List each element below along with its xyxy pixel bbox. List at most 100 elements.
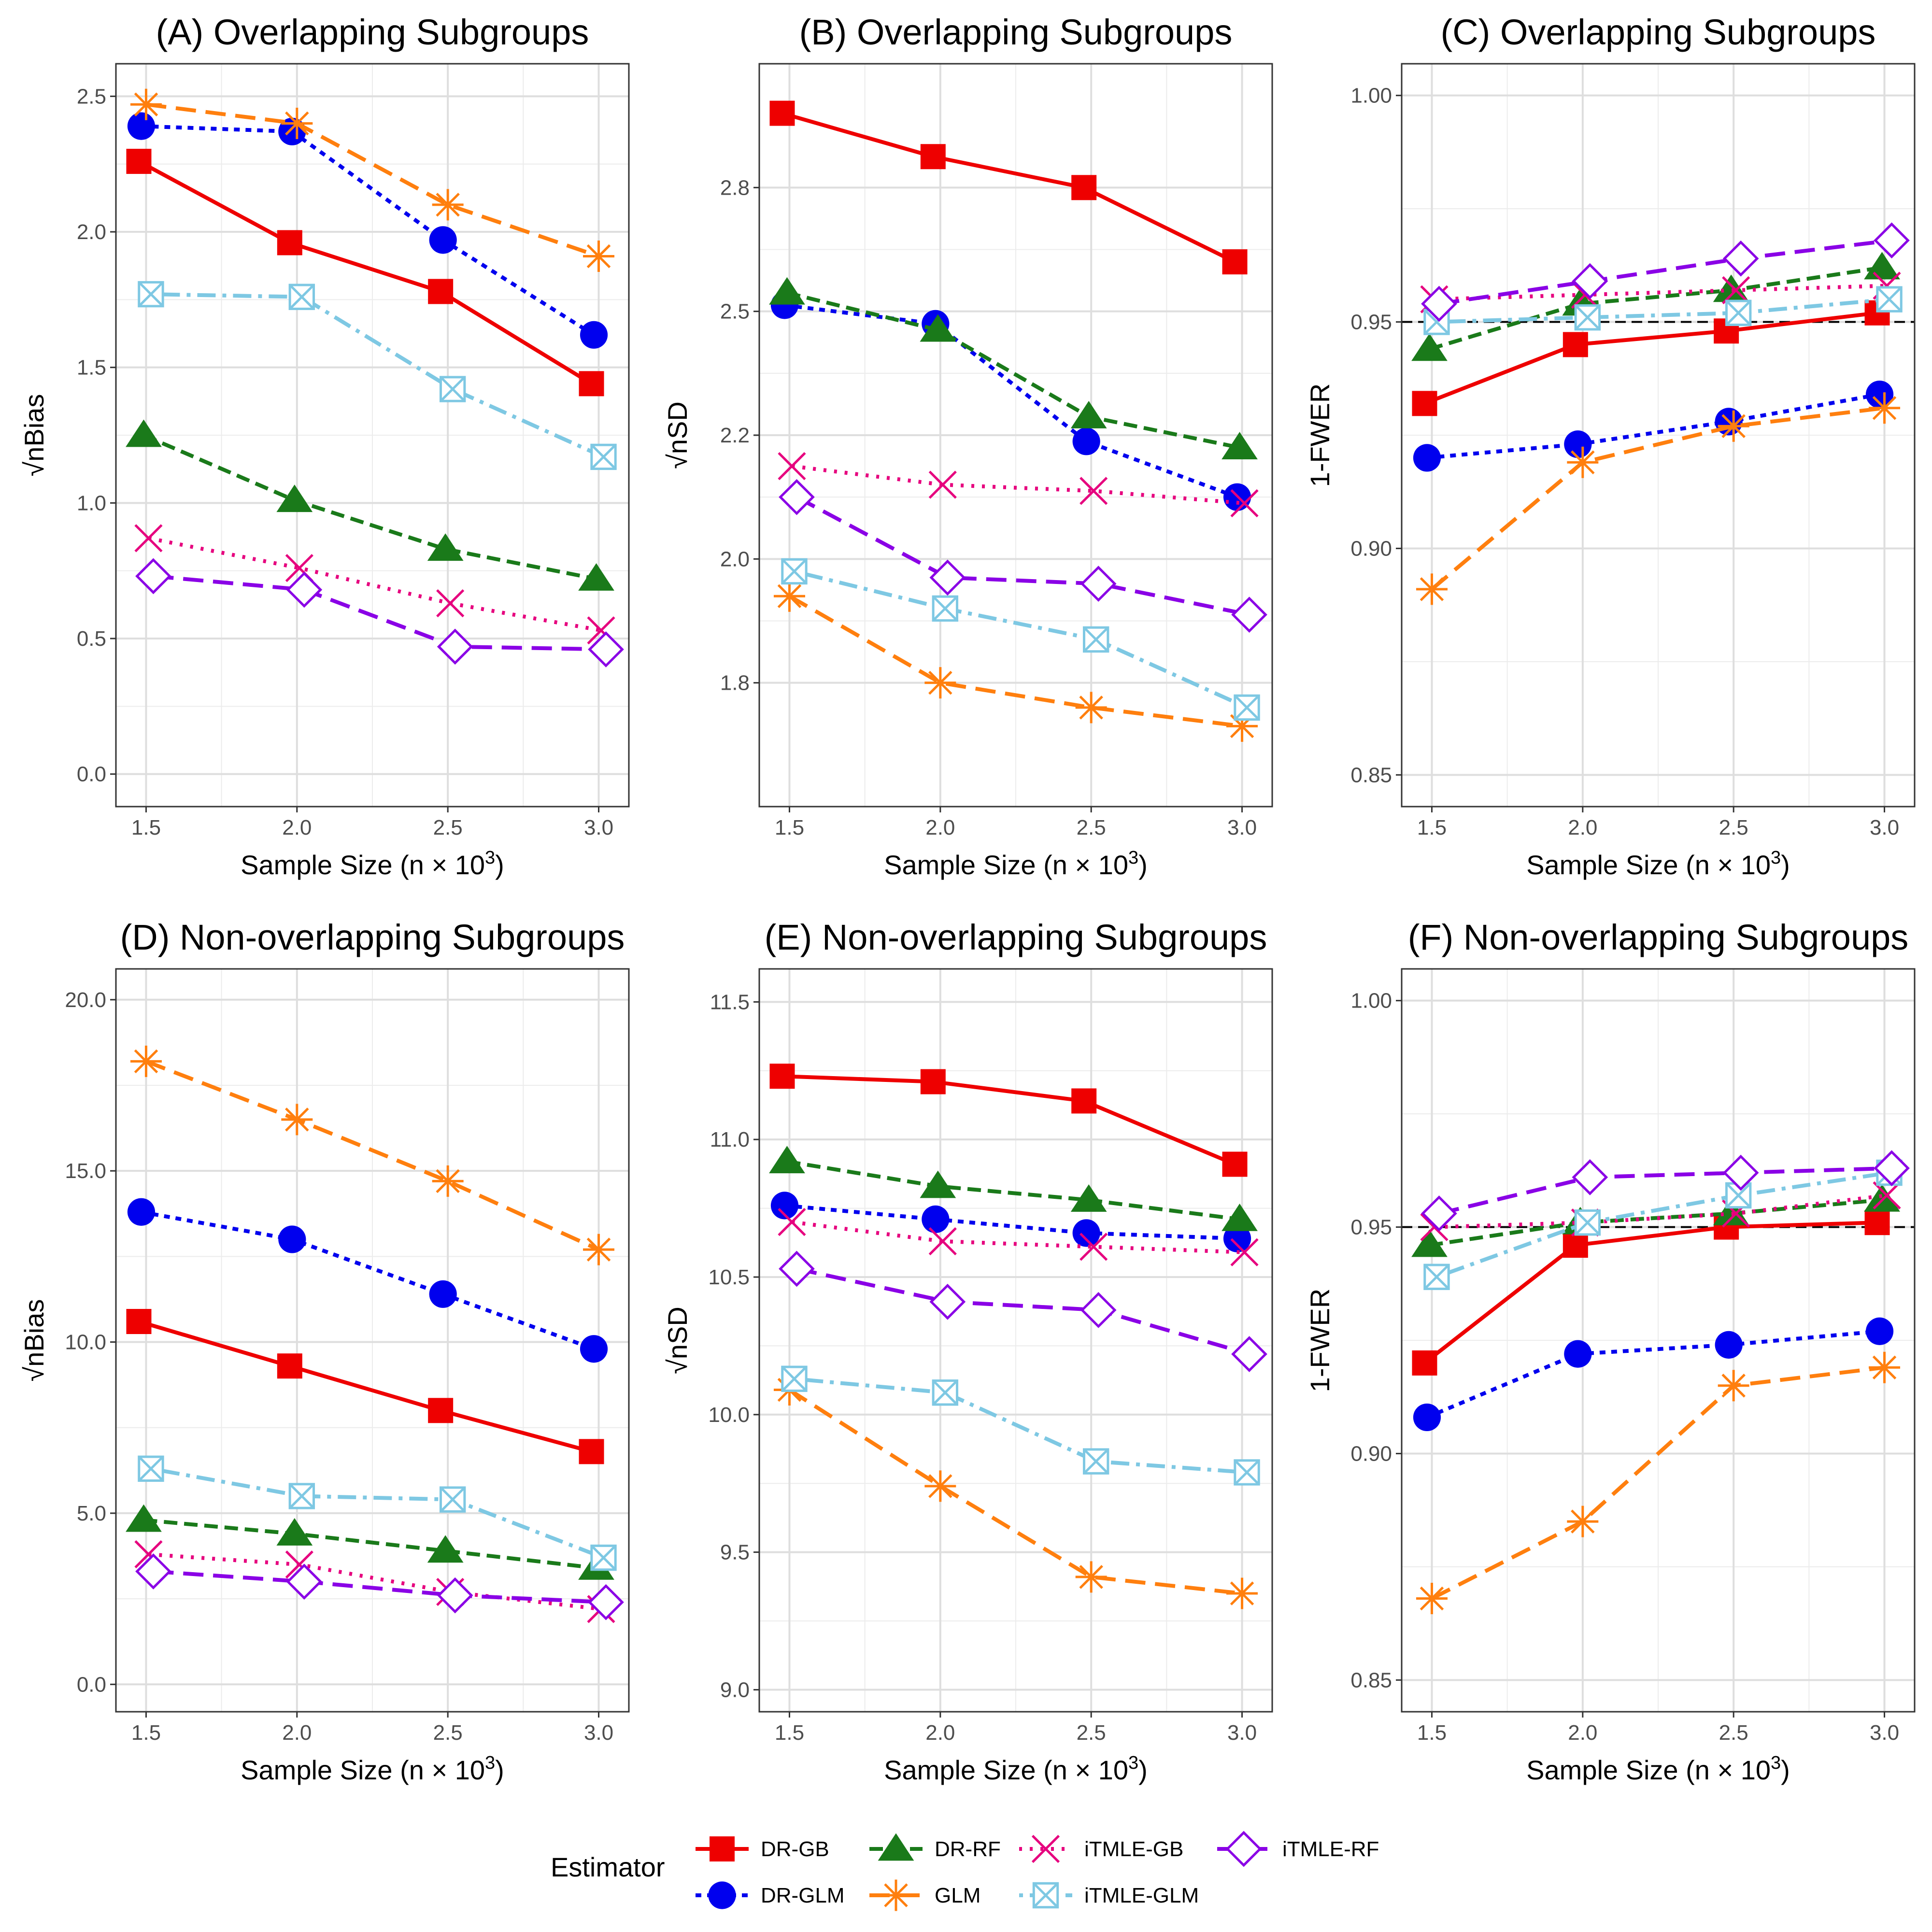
series-dr-rf bbox=[769, 277, 1258, 460]
x-tick-label: 1.5 bbox=[131, 816, 161, 839]
legend-key-marker bbox=[710, 1836, 735, 1861]
data-point bbox=[288, 1483, 315, 1509]
data-point bbox=[1231, 1336, 1267, 1372]
y-tick-label: 10.0 bbox=[65, 1331, 106, 1354]
x-tick-label: 1.5 bbox=[1417, 1721, 1447, 1745]
data-point bbox=[1413, 1403, 1441, 1432]
series-line bbox=[145, 1059, 600, 1251]
data-point bbox=[588, 631, 624, 668]
data-point bbox=[138, 281, 164, 308]
series-line bbox=[138, 159, 593, 385]
data-point bbox=[286, 571, 323, 608]
x-tick-label: 2.5 bbox=[1077, 816, 1106, 839]
data-point bbox=[1071, 1088, 1097, 1114]
data-point bbox=[436, 589, 465, 618]
panel-d: 1.5 2.0 2.5 3.0 0.0 5.0 10.0 15.0 20.0 (D) Non-ov… bbox=[19, 917, 630, 1785]
panel-c: 1.5 2.0 2.5 3.0 0.85 0.90 0.95 1.00 (C) Overlapp… bbox=[1305, 12, 1916, 880]
x-tick-label: 1.5 bbox=[131, 1721, 161, 1745]
data-point bbox=[134, 524, 163, 553]
data-point bbox=[429, 1280, 457, 1308]
series-line bbox=[150, 1466, 604, 1560]
data-point bbox=[439, 376, 466, 402]
y-tick-label: 2.0 bbox=[77, 220, 106, 244]
data-point bbox=[427, 533, 464, 561]
x-tick-label: 3.0 bbox=[1870, 816, 1899, 839]
series-line bbox=[153, 1569, 606, 1605]
y-tick-label: 2.2 bbox=[720, 424, 750, 447]
data-point bbox=[427, 1535, 464, 1563]
data-point bbox=[920, 144, 946, 170]
data-point bbox=[1864, 1210, 1890, 1236]
legend-item-dr-rf: DR-RF bbox=[869, 1833, 1001, 1861]
y-tick-label: 0.85 bbox=[1350, 1668, 1392, 1692]
series-line bbox=[151, 292, 605, 459]
data-point bbox=[278, 1225, 306, 1253]
data-point bbox=[1574, 1209, 1601, 1236]
series-line bbox=[1429, 1198, 1882, 1248]
grid-lines bbox=[116, 969, 629, 1712]
data-point bbox=[1722, 240, 1759, 277]
panel-border bbox=[1401, 968, 1916, 1713]
data-point bbox=[924, 667, 956, 699]
series-dr-glm bbox=[770, 1192, 1251, 1252]
legend-key-marker bbox=[1032, 1882, 1059, 1909]
legend-item-itmle-rf: iTMLE-RF bbox=[1217, 1831, 1379, 1867]
data-point bbox=[281, 107, 313, 139]
data-point bbox=[769, 1146, 805, 1174]
series-line bbox=[138, 1320, 592, 1454]
data-point bbox=[286, 1563, 323, 1600]
x-tick-label: 2.5 bbox=[433, 1721, 463, 1745]
series-line bbox=[143, 1518, 597, 1570]
series-line bbox=[791, 464, 1245, 505]
data-point bbox=[1223, 1224, 1251, 1252]
series-itmle-rf bbox=[779, 1250, 1267, 1372]
data-point bbox=[579, 1439, 604, 1464]
series-line bbox=[1426, 1329, 1880, 1420]
data-point bbox=[1222, 249, 1248, 275]
panel-border bbox=[1401, 63, 1916, 808]
series-line bbox=[153, 574, 606, 652]
y-tick-label: 0.95 bbox=[1350, 1216, 1392, 1239]
series-line bbox=[148, 1552, 601, 1611]
data-point bbox=[1869, 392, 1901, 424]
data-point bbox=[138, 1455, 164, 1482]
series-itmle-glm bbox=[138, 281, 617, 470]
x-tick-label: 2.0 bbox=[282, 816, 312, 839]
legend: Estimator DR-GB DR-GLM DR-RF GLM iTMLE-GB iTML… bbox=[551, 1831, 1379, 1911]
series-glm bbox=[130, 1045, 615, 1265]
panel-border bbox=[758, 63, 1273, 808]
y-tick-label: 11.5 bbox=[710, 990, 750, 1014]
series-dr-rf bbox=[126, 419, 614, 591]
data-point bbox=[580, 1335, 608, 1363]
series-line bbox=[1431, 1365, 1885, 1601]
series-line bbox=[1436, 297, 1889, 324]
data-point bbox=[127, 112, 156, 140]
panel-title: (A) Overlapping Subgroups bbox=[156, 12, 589, 52]
data-point bbox=[1718, 1370, 1749, 1402]
data-point bbox=[1874, 1150, 1910, 1186]
data-point bbox=[1564, 430, 1592, 458]
data-point bbox=[135, 558, 171, 595]
legend-key-marker bbox=[1225, 1831, 1262, 1867]
y-tick-label: 2.0 bbox=[720, 547, 750, 571]
data-point bbox=[769, 277, 805, 305]
panel-a: 1.5 2.0 2.5 3.0 0.0 0.5 1.0 1.5 2.0 2.5 (A) Overla… bbox=[19, 12, 630, 880]
data-point bbox=[932, 1379, 959, 1406]
y-tick-label: 9.0 bbox=[720, 1678, 750, 1702]
legend-key-marker bbox=[708, 1881, 736, 1909]
legend-label: iTMLE-GB bbox=[1084, 1837, 1183, 1861]
data-point bbox=[1864, 1184, 1900, 1212]
y-tick-label: 0.90 bbox=[1350, 1442, 1392, 1465]
series-line bbox=[782, 1074, 1236, 1166]
series-line bbox=[1424, 311, 1878, 406]
series-itmle-rf bbox=[135, 558, 624, 668]
panel-e: 1.5 2.0 2.5 3.0 9.0 9.5 10.0 10.5 11.0 11.5 (E) No… bbox=[662, 917, 1273, 1785]
y-tick-label: 2.5 bbox=[720, 300, 750, 324]
data-point bbox=[920, 314, 956, 342]
x-tick-label: 2.0 bbox=[1568, 1721, 1597, 1745]
panel-border bbox=[115, 63, 630, 808]
y-tick-label: 9.5 bbox=[720, 1541, 750, 1564]
series-line bbox=[786, 1159, 1240, 1222]
y-tick-label: 1.8 bbox=[720, 671, 750, 695]
data-point bbox=[437, 628, 473, 665]
